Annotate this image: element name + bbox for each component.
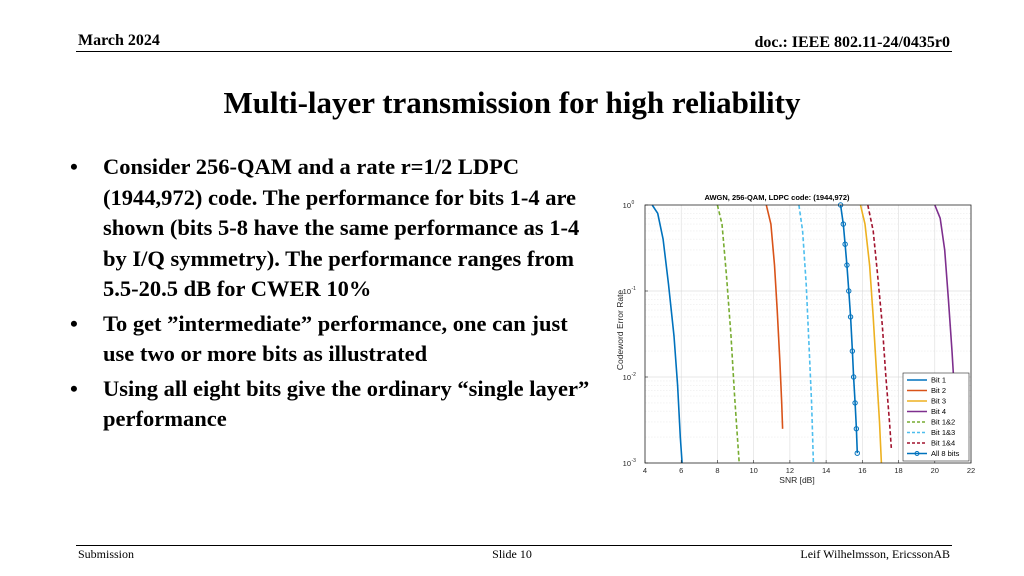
y-tick-label: 10 xyxy=(623,201,631,210)
series-marker xyxy=(852,400,858,406)
series-marker xyxy=(844,262,850,268)
series-marker xyxy=(850,374,857,380)
x-axis-label: SNR [dB] xyxy=(779,475,814,485)
x-tick-label: 22 xyxy=(967,466,975,475)
legend-box xyxy=(902,372,970,462)
header-date: March 2024 xyxy=(78,32,160,49)
bullet-text: Consider 256-QAM and a rate r=1/2 LDPC (… xyxy=(103,154,580,301)
bullet-dot: • xyxy=(70,310,78,336)
legend-label: Bit 4 xyxy=(931,407,946,416)
slide-title: Multi-layer transmission for high reliab… xyxy=(223,85,801,120)
y-axis-label: Codeword Error Rate xyxy=(615,290,625,371)
cwer-chart: 4 6 8 10 12 14 16 18 20 22 10 0 10 -1 10 -2 10 -3 AWGN, 2… xyxy=(605,188,977,486)
legend-marker xyxy=(914,451,920,456)
chart-series-layer xyxy=(651,202,959,464)
plot-frame xyxy=(644,204,972,464)
series-marker xyxy=(854,450,860,456)
x-tick-label: 18 xyxy=(894,466,902,475)
bullet-dot: • xyxy=(70,375,78,401)
legend-label: All 8 bits xyxy=(931,449,960,458)
series-marker xyxy=(846,288,852,294)
series-marker xyxy=(842,241,848,247)
y-tick-label: 10 xyxy=(623,373,631,382)
series-line xyxy=(867,204,893,448)
series-marker xyxy=(847,314,854,320)
footer-divider xyxy=(76,545,952,546)
series-line xyxy=(839,204,859,454)
series-marker xyxy=(840,221,847,227)
chart-title: AWGN, 256-QAM, LDPC code: (1944,972) xyxy=(704,193,850,202)
x-tick-label: 8 xyxy=(715,466,719,475)
header-divider xyxy=(76,51,952,52)
x-tick-label: 10 xyxy=(749,466,757,475)
legend-label: Bit 3 xyxy=(931,397,946,406)
legend-label: Bit 1 xyxy=(931,376,946,385)
y-tick-label: 10 xyxy=(623,287,631,296)
bullet-item: • To get ”intermediate” performance, one… xyxy=(70,309,590,370)
series-line xyxy=(859,204,883,464)
bullet-item: • Consider 256-QAM and a rate r=1/2 LDPC… xyxy=(70,152,590,305)
y-tick-exponent: 0 xyxy=(632,200,635,206)
x-tick-label: 14 xyxy=(822,466,830,475)
footer-author: Leif Wilhelmsson, EricssonAB xyxy=(800,547,950,561)
series-line xyxy=(651,204,683,464)
legend-label: Bit 1&2 xyxy=(931,418,955,427)
footer-submission: Submission xyxy=(78,547,135,561)
bullet-text: Using all eight bits give the ordinary “… xyxy=(103,375,590,432)
y-tick-label: 10 xyxy=(623,459,631,468)
bullet-dot: • xyxy=(70,154,78,179)
header-doc-id: doc.: IEEE 802.11-24/0435r0 xyxy=(754,34,950,51)
y-tick-exponent: -3 xyxy=(632,458,637,464)
y-tick-exponent: -1 xyxy=(632,286,637,292)
bullet-item: • Using all eight bits give the ordinary… xyxy=(70,374,590,435)
series-marker xyxy=(853,426,860,432)
footer-slide-number: Slide 10 xyxy=(492,547,532,561)
series-line xyxy=(765,204,784,429)
bullet-list: • Consider 256-QAM and a rate r=1/2 LDPC… xyxy=(70,152,590,439)
legend-label: Bit 1&3 xyxy=(931,428,955,437)
legend-label: Bit 1&4 xyxy=(931,439,955,448)
x-tick-label: 20 xyxy=(931,466,939,475)
legend-label: Bit 2 xyxy=(931,386,946,395)
series-line xyxy=(716,204,740,464)
x-tick-label: 4 xyxy=(643,466,647,475)
x-tick-label: 12 xyxy=(786,466,794,475)
series-marker xyxy=(849,348,856,354)
x-tick-label: 6 xyxy=(679,466,683,475)
series-line xyxy=(798,204,815,464)
y-tick-exponent: -2 xyxy=(632,372,637,378)
bullet-text: To get ”intermediate” performance, one c… xyxy=(103,310,568,367)
x-tick-label: 16 xyxy=(858,466,866,475)
